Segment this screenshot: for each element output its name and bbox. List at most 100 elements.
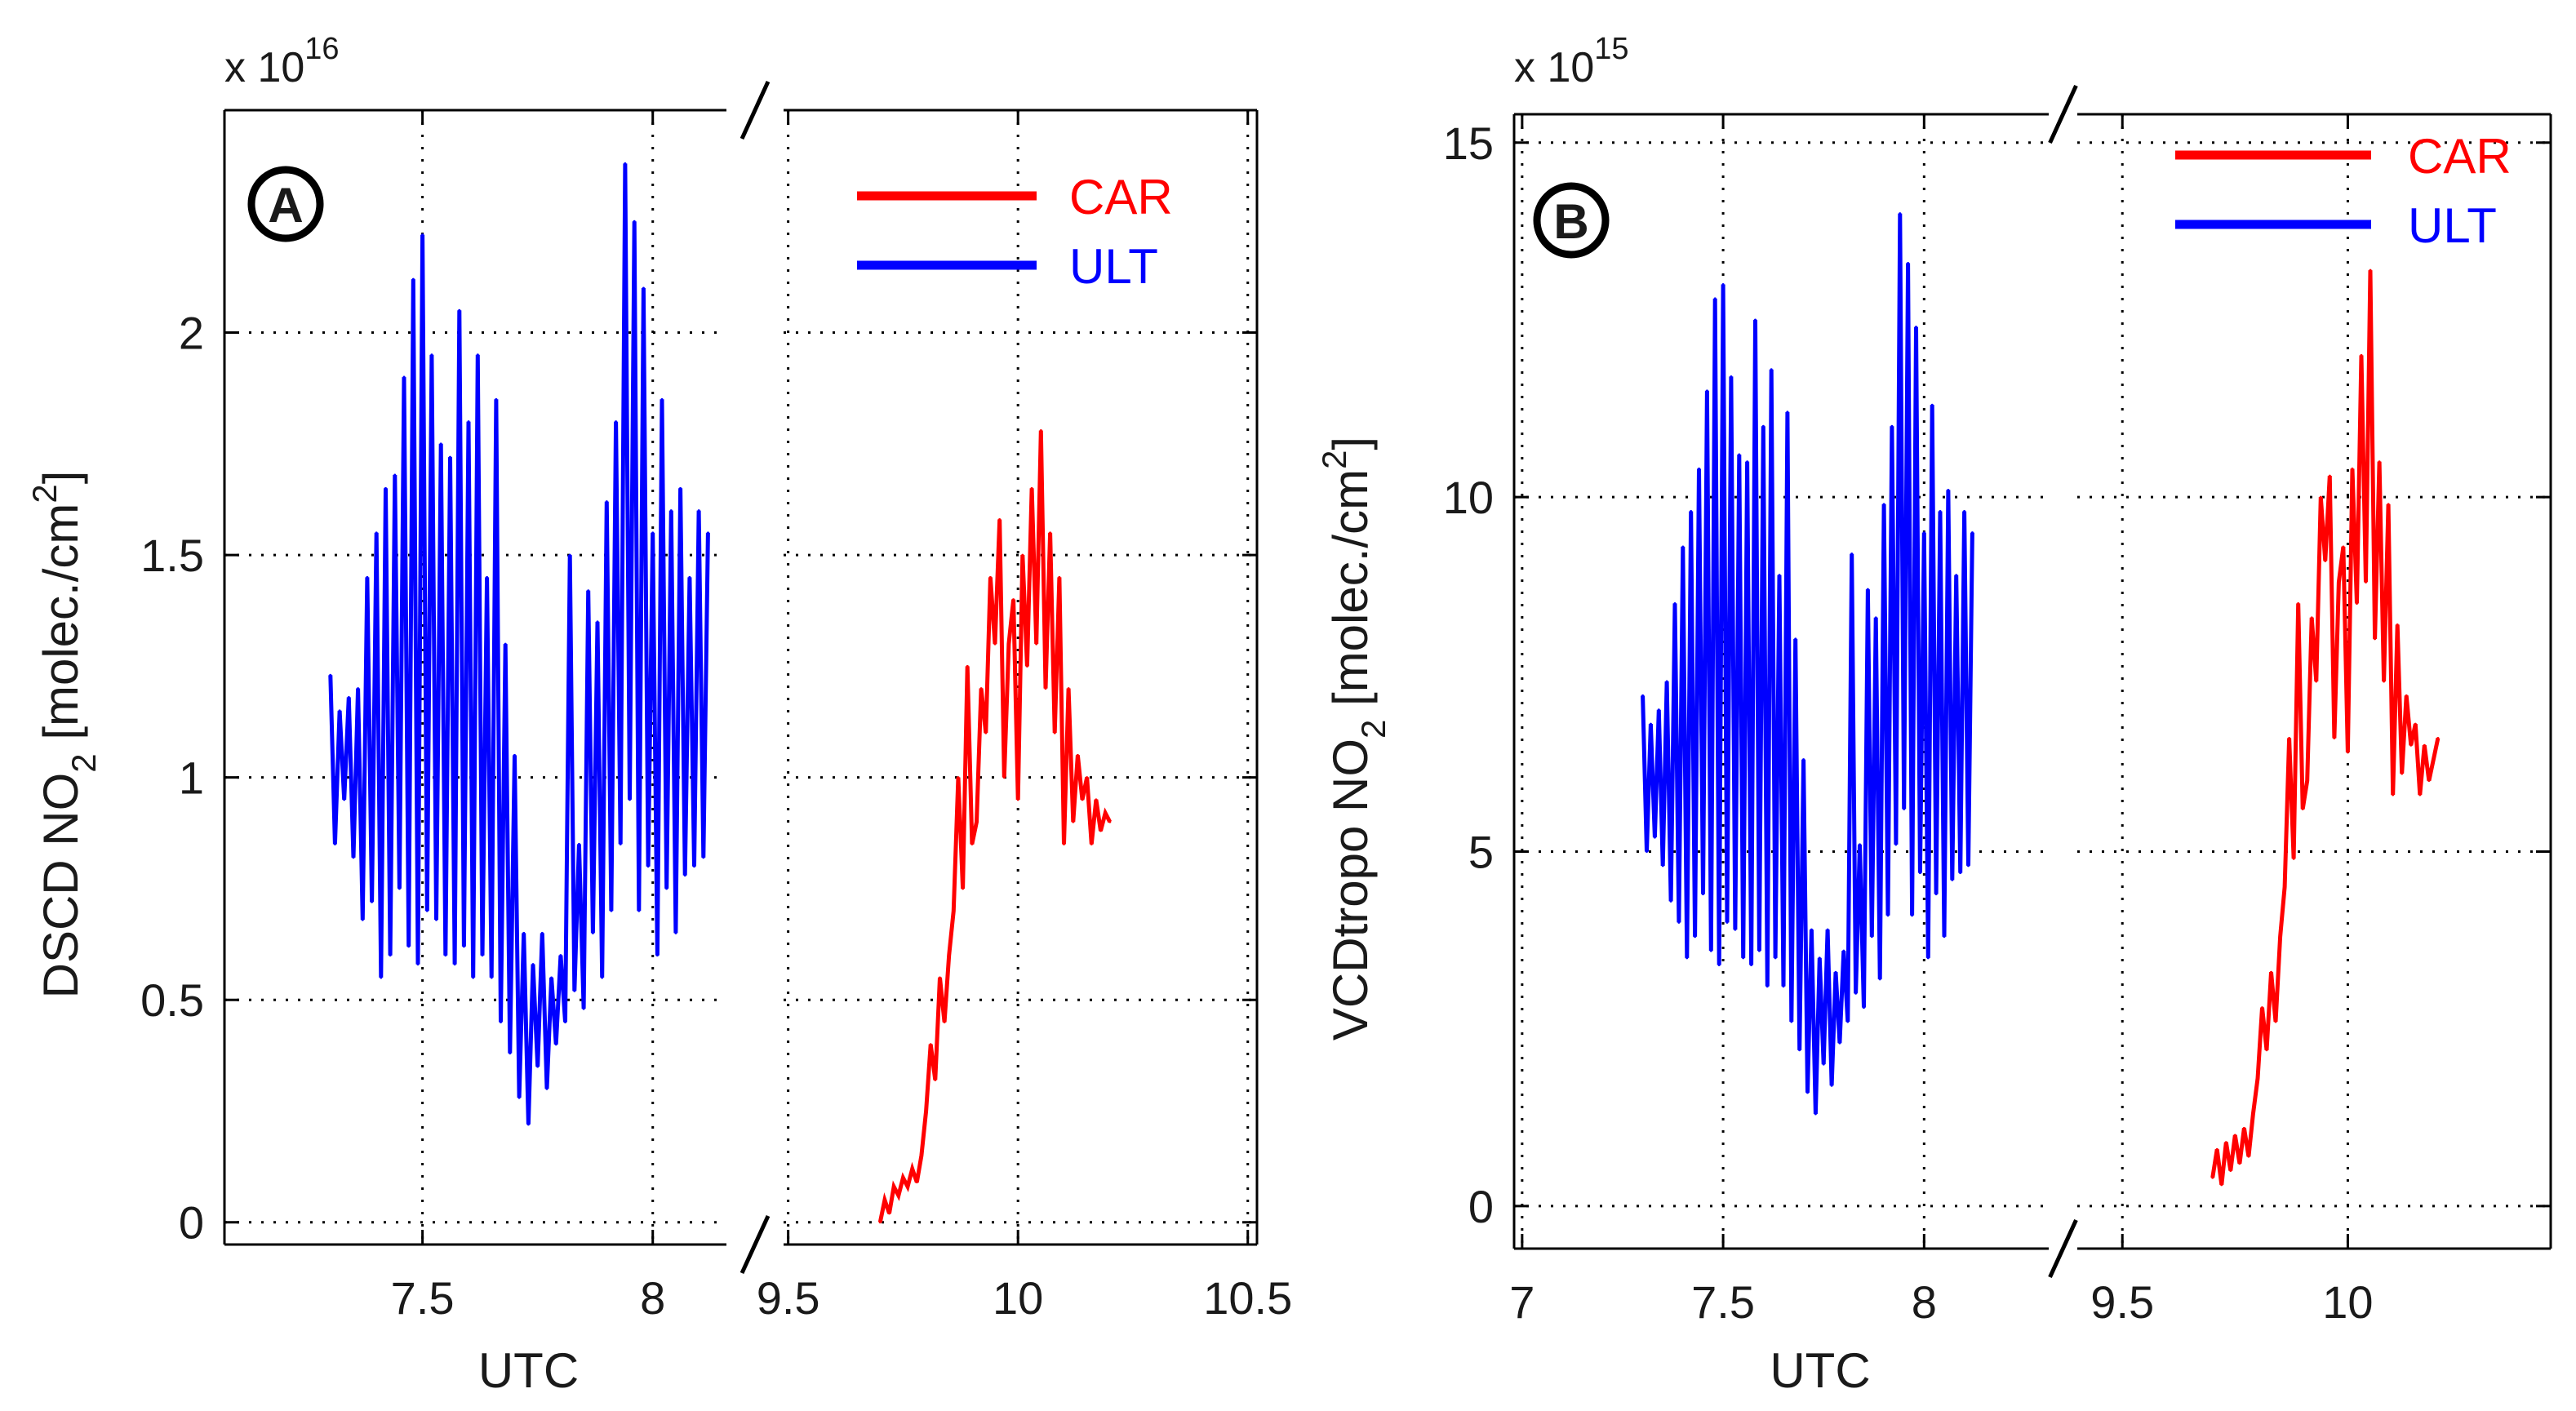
data-point-ult bbox=[1854, 992, 1858, 995]
data-point-ult bbox=[1930, 403, 1934, 406]
y-multiplier: x 1015 bbox=[1514, 32, 1629, 91]
data-point-car bbox=[2342, 545, 2345, 548]
data-point-ult bbox=[329, 673, 332, 677]
y-axis-label-ylabel-unit: [molec./cm bbox=[33, 504, 88, 754]
data-point-ult bbox=[1963, 510, 1966, 512]
y-axis-label-ylabel-end: ] bbox=[1323, 437, 1378, 450]
data-point-car bbox=[2401, 772, 2404, 775]
data-point-ult bbox=[1738, 453, 1741, 456]
data-point-car bbox=[1012, 598, 1015, 601]
data-point-car bbox=[2238, 1162, 2241, 1165]
data-point-ult bbox=[357, 687, 360, 690]
data-point-car bbox=[2392, 793, 2395, 796]
data-point-car bbox=[948, 954, 951, 957]
data-point-ult bbox=[1669, 899, 1672, 903]
data-point-ult bbox=[1951, 878, 1954, 881]
data-point-car bbox=[1030, 486, 1033, 490]
data-point-car bbox=[1016, 798, 1019, 801]
y-axis-label-ylabel-end: ] bbox=[33, 471, 88, 485]
data-point-car bbox=[979, 687, 983, 690]
data-point-ult bbox=[1959, 872, 1962, 875]
data-point-car bbox=[911, 1167, 914, 1170]
data-point-car bbox=[993, 642, 997, 646]
data-point-car bbox=[998, 517, 1002, 521]
y-axis-label-ylabel-unit: [molec./cm bbox=[1323, 469, 1378, 720]
data-point-ult bbox=[343, 798, 346, 801]
data-point-ult bbox=[1894, 843, 1898, 846]
data-point-car bbox=[929, 1043, 932, 1046]
data-point-car bbox=[962, 887, 965, 890]
data-point-car bbox=[1086, 776, 1089, 779]
data-point-ult bbox=[384, 486, 387, 490]
data-point-ult bbox=[393, 473, 397, 477]
data-point-car bbox=[1035, 642, 1038, 646]
data-point-ult bbox=[333, 842, 336, 845]
data-point-ult bbox=[1686, 956, 1689, 960]
data-point-car bbox=[1072, 820, 1075, 823]
data-point-ult bbox=[1665, 680, 1668, 683]
legend-label-ult: ULT bbox=[1069, 239, 1158, 294]
data-point-ult bbox=[545, 1087, 549, 1090]
data-point-ult bbox=[1967, 864, 1970, 867]
data-point-ult bbox=[679, 486, 682, 490]
y-multiplier: x 1016 bbox=[224, 32, 340, 91]
data-point-car bbox=[2270, 970, 2273, 974]
data-point-ult bbox=[1694, 935, 1697, 938]
data-point-car bbox=[2233, 1134, 2236, 1137]
data-point-car bbox=[906, 1185, 909, 1188]
data-point-ult bbox=[1842, 949, 1845, 952]
data-point-ult bbox=[430, 353, 433, 357]
data-point-car bbox=[2292, 857, 2295, 860]
axis-break-top bbox=[2048, 84, 2078, 144]
data-point-ult bbox=[1782, 985, 1785, 988]
data-point-ult bbox=[1806, 1091, 1810, 1094]
data-point-ult bbox=[375, 531, 378, 535]
y-tick-label: 0.5 bbox=[140, 974, 204, 1026]
axis-break-bottom bbox=[2048, 1218, 2078, 1279]
x-tick-label: 7 bbox=[1509, 1276, 1534, 1328]
data-point-car bbox=[2365, 580, 2368, 583]
data-point-ult bbox=[605, 500, 608, 504]
data-point-ult bbox=[389, 954, 392, 957]
data-point-car bbox=[2247, 1155, 2250, 1158]
data-point-car bbox=[2351, 467, 2354, 470]
data-point-ult bbox=[526, 1123, 530, 1126]
data-point-ult bbox=[1653, 836, 1656, 839]
data-point-car bbox=[2378, 460, 2381, 464]
x-tick-label: 10 bbox=[993, 1272, 1043, 1324]
data-point-ult bbox=[1646, 850, 1649, 853]
data-point-ult bbox=[1677, 921, 1681, 924]
data-point-ult bbox=[504, 642, 507, 646]
data-point-car bbox=[2283, 885, 2286, 889]
data-point-ult bbox=[453, 963, 456, 966]
data-point-car bbox=[934, 1078, 937, 1081]
data-point-ult bbox=[1725, 921, 1729, 924]
data-point-ult bbox=[540, 931, 544, 934]
data-point-ult bbox=[402, 375, 406, 379]
data-point-ult bbox=[1899, 212, 1902, 215]
data-point-ult bbox=[1922, 531, 1925, 535]
panel-badge-circle bbox=[1533, 182, 1610, 259]
data-point-ult bbox=[1846, 1020, 1850, 1023]
data-point-ult bbox=[371, 900, 374, 903]
data-point-car bbox=[2310, 616, 2313, 619]
data-point-ult bbox=[702, 856, 705, 859]
data-point-car bbox=[2423, 743, 2426, 747]
y-axis-label-ylabel-sup: 2 bbox=[1315, 450, 1353, 469]
data-point-ult bbox=[1822, 1063, 1825, 1066]
data-point-ult bbox=[1939, 510, 1942, 512]
data-point-ult bbox=[674, 931, 677, 934]
data-point-car bbox=[2355, 601, 2358, 605]
data-point-car bbox=[1062, 842, 1065, 845]
x-axis-label: UTC bbox=[1770, 1343, 1870, 1398]
data-point-car bbox=[883, 1198, 886, 1201]
data-point-ult bbox=[706, 531, 709, 535]
data-point-car bbox=[2315, 680, 2318, 683]
data-point-ult bbox=[688, 575, 691, 579]
data-point-car bbox=[1053, 731, 1056, 734]
y-axis-label-ylabel-main: DSCD NO bbox=[33, 773, 88, 999]
data-point-ult bbox=[591, 931, 594, 934]
data-point-car bbox=[2369, 268, 2372, 272]
data-point-car bbox=[920, 1154, 923, 1157]
